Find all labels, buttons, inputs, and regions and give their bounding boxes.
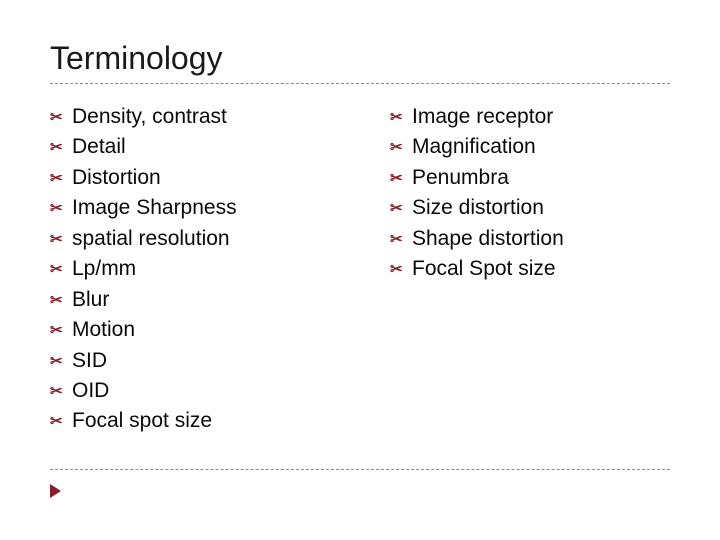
list-item: ✂Density, contrast	[50, 102, 330, 132]
divider-bottom	[50, 469, 670, 470]
scissors-icon: ✂	[390, 198, 412, 220]
scissors-icon: ✂	[50, 137, 72, 159]
list-item: ✂Motion	[50, 315, 330, 345]
scissors-icon: ✂	[50, 259, 72, 281]
column-left: ✂Density, contrast✂Detail✂Distortion✂Ima…	[50, 102, 330, 437]
list-item-label: Lp/mm	[72, 254, 136, 284]
list-item-label: Shape distortion	[412, 224, 564, 254]
scissors-icon: ✂	[50, 198, 72, 220]
scissors-icon: ✂	[390, 259, 412, 281]
list-item: ✂OID	[50, 376, 330, 406]
list-item-label: Size distortion	[412, 193, 544, 223]
bullet-list-left: ✂Density, contrast✂Detail✂Distortion✂Ima…	[50, 102, 330, 437]
scissors-icon: ✂	[390, 137, 412, 159]
content-columns: ✂Density, contrast✂Detail✂Distortion✂Ima…	[50, 102, 670, 437]
list-item-label: Motion	[72, 315, 135, 345]
scissors-icon: ✂	[50, 381, 72, 403]
scissors-icon: ✂	[50, 229, 72, 251]
list-item-label: Penumbra	[412, 163, 509, 193]
scissors-icon: ✂	[50, 290, 72, 312]
scissors-icon: ✂	[50, 168, 72, 190]
list-item-label: OID	[72, 376, 109, 406]
bullet-list-right: ✂Image receptor✂Magnification✂Penumbra✂S…	[390, 102, 670, 285]
list-item: ✂Size distortion	[390, 193, 670, 223]
list-item-label: Detail	[72, 132, 126, 162]
scissors-icon: ✂	[50, 107, 72, 129]
list-item-label: Density, contrast	[72, 102, 227, 132]
list-item: ✂Focal spot size	[50, 406, 330, 436]
slide-title: Terminology	[50, 40, 670, 77]
list-item: ✂Distortion	[50, 163, 330, 193]
list-item: ✂spatial resolution	[50, 224, 330, 254]
scissors-icon: ✂	[390, 168, 412, 190]
list-item-label: SID	[72, 346, 107, 376]
list-item-label: spatial resolution	[72, 224, 230, 254]
list-item-label: Magnification	[412, 132, 536, 162]
scissors-icon: ✂	[390, 229, 412, 251]
divider-top	[50, 83, 670, 84]
list-item-label: Image Sharpness	[72, 193, 237, 223]
list-item: ✂Lp/mm	[50, 254, 330, 284]
column-right: ✂Image receptor✂Magnification✂Penumbra✂S…	[390, 102, 670, 437]
list-item: ✂Detail	[50, 132, 330, 162]
list-item: ✂SID	[50, 346, 330, 376]
list-item: ✂Penumbra	[390, 163, 670, 193]
list-item: ✂Blur	[50, 285, 330, 315]
scissors-icon: ✂	[50, 411, 72, 433]
list-item-label: Distortion	[72, 163, 161, 193]
slide: Terminology ✂Density, contrast✂Detail✂Di…	[0, 0, 720, 540]
list-item: ✂Image receptor	[390, 102, 670, 132]
list-item: ✂Shape distortion	[390, 224, 670, 254]
list-item: ✂Focal Spot size	[390, 254, 670, 284]
play-icon	[50, 484, 61, 498]
list-item: ✂Magnification	[390, 132, 670, 162]
list-item-label: Image receptor	[412, 102, 553, 132]
list-item-label: Focal Spot size	[412, 254, 556, 284]
scissors-icon: ✂	[50, 351, 72, 373]
list-item: ✂Image Sharpness	[50, 193, 330, 223]
list-item-label: Blur	[72, 285, 109, 315]
scissors-icon: ✂	[390, 107, 412, 129]
list-item-label: Focal spot size	[72, 406, 212, 436]
scissors-icon: ✂	[50, 320, 72, 342]
